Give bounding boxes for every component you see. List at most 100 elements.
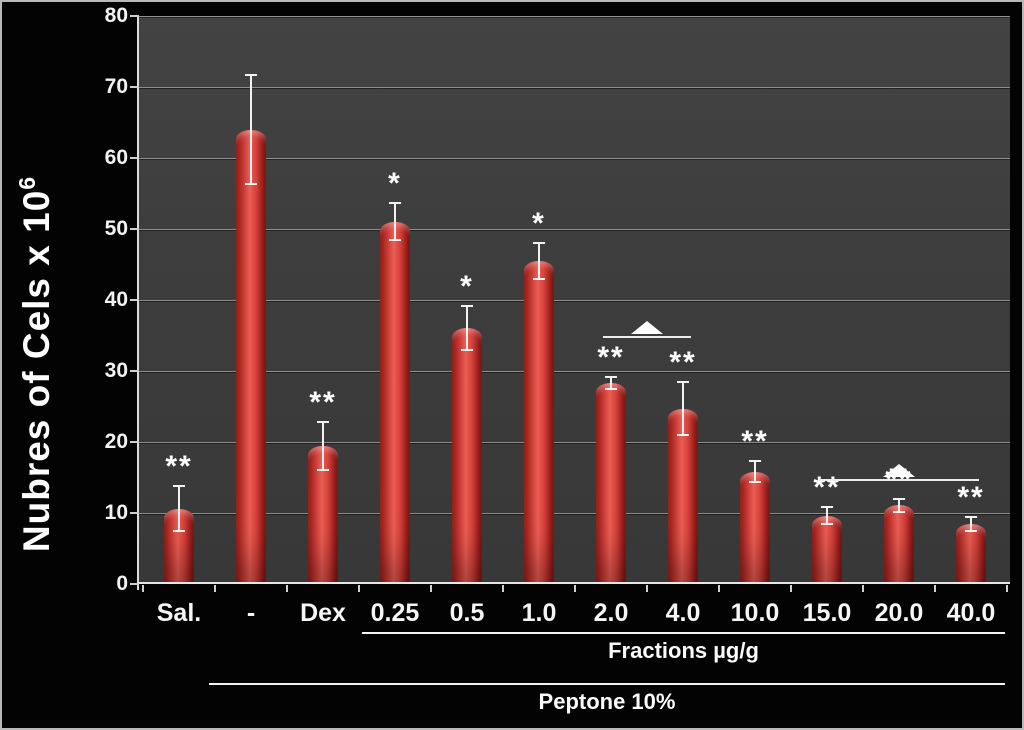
group-span-label: Peptone 10% [538,689,676,714]
significance-label: ** [165,450,193,484]
error-bar-cap-top [317,421,329,424]
significance-label: ** [813,471,841,505]
significance-label: ** [597,340,625,374]
y-tick-label: 40 [104,288,128,311]
error-bar [610,376,612,390]
error-bar-cap-bottom [389,239,401,242]
x-category-label: 20.0 [874,599,924,627]
significance-label: ** [957,481,985,515]
y-tick-mark [130,512,139,514]
x-category-label: 2.0 [593,599,629,627]
error-bar-cap-bottom [965,530,977,533]
error-bar [826,507,828,525]
error-bar-cap-top [461,305,473,308]
gridline [139,442,1010,443]
triangle-up-icon [631,320,663,334]
plot-area: ** ** * * * ** ** ** ** ** ** [139,16,1010,584]
error-bar-cap-bottom [533,277,545,280]
y-tick-label: 20 [104,430,128,453]
x-category-label: 40.0 [946,599,996,627]
x-tick-mark [1006,585,1008,592]
error-bar-cap-top [173,485,185,488]
y-tick-label: 10 [104,501,128,524]
bar [740,471,770,584]
significance-label: * [460,270,474,304]
group-span-line [209,683,1005,685]
y-tick-label: 70 [104,75,128,98]
bar [884,505,914,584]
x-category-label: 1.0 [521,599,557,627]
gridline [139,87,1010,88]
x-category-label: 0.5 [449,599,485,627]
error-bar-cap-top [389,202,401,205]
x-tick-mark [502,585,504,592]
error-bar [682,382,684,435]
x-tick-mark [934,585,936,592]
gridline [139,513,1010,514]
error-bar [898,498,900,512]
comparison-bracket-line [603,335,691,338]
x-tick-mark [790,585,792,592]
y-axis-title-text: Nubres of Cels x 10 [16,189,57,553]
y-tick-label: 50 [104,217,128,240]
error-bar-cap-bottom [893,510,905,513]
bar [956,524,986,584]
error-bar-cap-top [677,381,689,384]
y-tick-label: 0 [116,572,128,595]
bar [812,515,842,584]
error-bar-cap-bottom [677,433,689,436]
gridline [139,158,1010,159]
x-tick-mark [286,585,288,592]
y-tick-mark [130,583,139,585]
x-category-label: Sal. [156,599,202,627]
bar [668,408,698,584]
error-bar [754,461,756,483]
comparison-bracket-line [819,478,979,481]
y-axis-title-exponent: 6 [14,175,40,190]
group-span-line [362,632,1005,634]
error-bar [178,486,180,532]
y-tick-mark [130,441,139,443]
significance-label: ** [669,346,697,380]
x-category-label: 10.0 [730,599,780,627]
significance-label: * [532,207,546,241]
y-tick-label: 60 [104,146,128,169]
error-bar-cap-bottom [749,481,761,484]
bar [236,129,266,584]
gridline [139,16,1010,17]
y-tick-mark [130,228,139,230]
significance-label: * [388,167,402,201]
y-tick-mark [130,86,139,88]
y-tick-mark [130,299,139,301]
error-bar-cap-bottom [821,523,833,526]
error-bar-cap-top [821,506,833,509]
bar [452,328,482,584]
group-span-label: Fractions µg/g [608,638,759,663]
significance-label: ** [741,425,769,459]
error-bar [466,306,468,351]
error-bar-cap-top [749,460,761,463]
y-tick-label: 80 [104,4,128,27]
x-category-label: - [246,599,256,627]
bar [380,221,410,584]
bar [596,383,626,584]
y-axis-line [137,16,139,590]
gridline [139,229,1010,230]
y-tick-label: 30 [104,359,128,382]
x-tick-mark [430,585,432,592]
x-tick-mark [862,585,864,592]
error-bar-cap-top [893,497,905,500]
error-bar-cap-bottom [173,530,185,533]
error-bar-cap-top [533,242,545,245]
error-bar-cap-bottom [461,349,473,352]
x-tick-mark [214,585,216,592]
error-bar [970,517,972,532]
x-category-label: 4.0 [665,599,701,627]
triangle-up-icon [883,463,915,477]
x-category-label: 0.25 [370,599,420,627]
gridline [139,300,1010,301]
x-category-label: Dex [300,599,346,627]
y-tick-mark [130,15,139,17]
y-tick-mark [130,370,139,372]
